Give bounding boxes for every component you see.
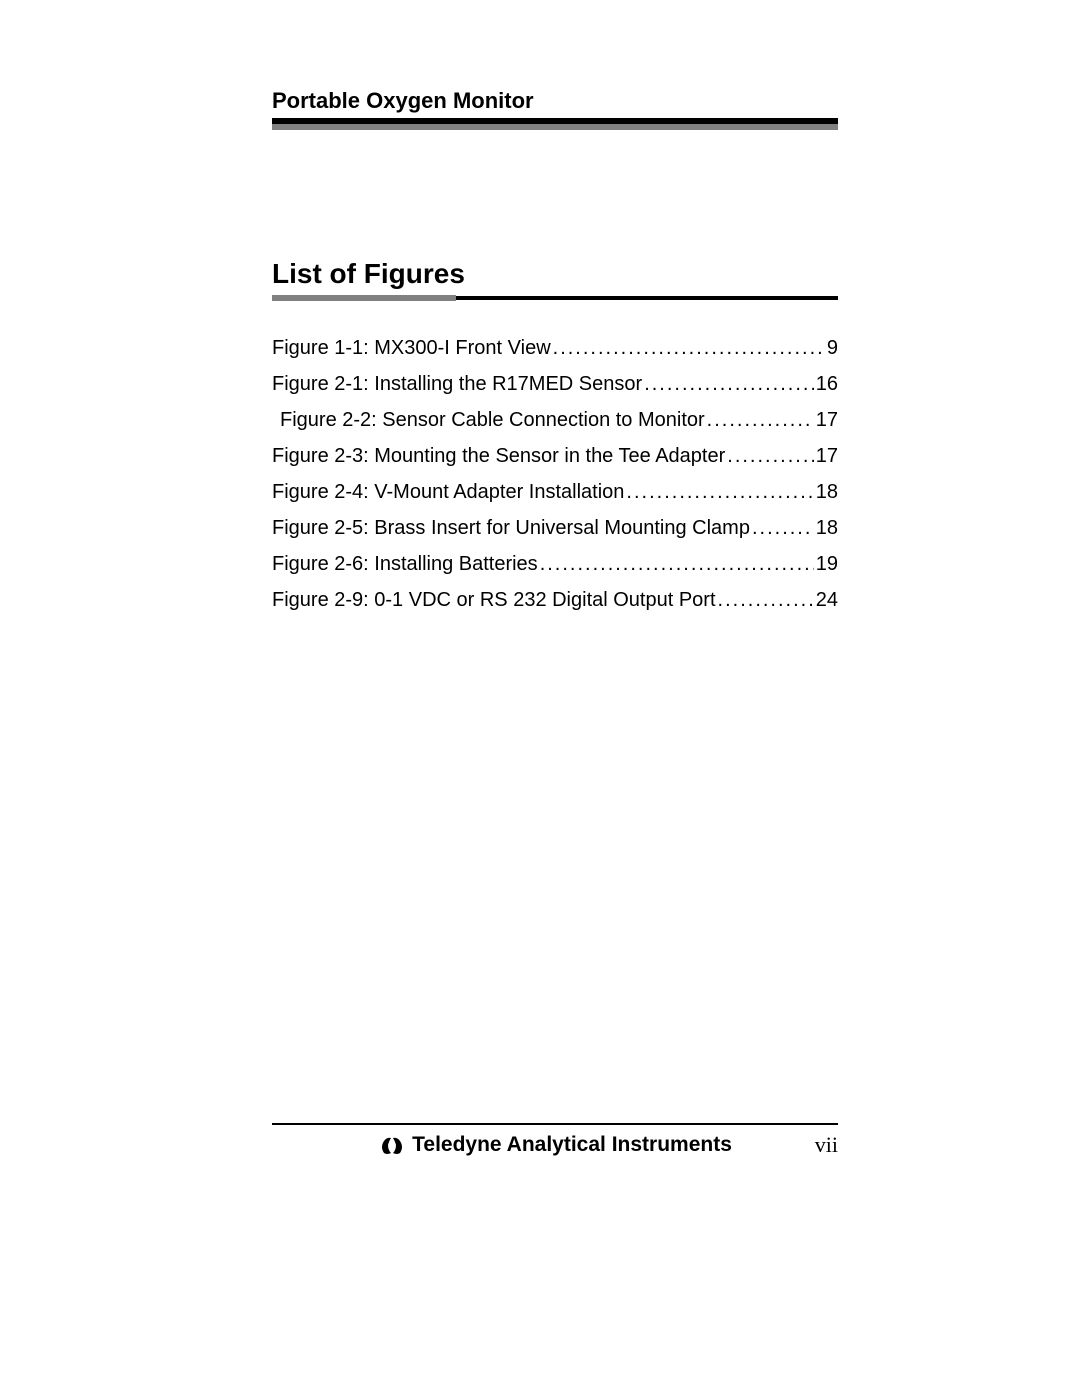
- section-rule-gray: [272, 295, 456, 301]
- teledyne-logo-icon: [378, 1135, 406, 1155]
- section-heading-block: List of Figures: [272, 258, 838, 300]
- footer-company: Teledyne Analytical Instruments: [378, 1133, 732, 1157]
- toc-entry-page: 17: [816, 402, 838, 438]
- document-header-title: Portable Oxygen Monitor: [272, 88, 838, 114]
- toc-leader-dots: ........................................…: [540, 546, 814, 582]
- footer-company-text: Teledyne Analytical Instruments: [412, 1133, 732, 1157]
- toc-entry: Figure 2-6: Installing Batteries .......…: [272, 546, 838, 582]
- toc-entry-label: Figure 2-9: 0-1 VDC or RS 232 Digital Ou…: [272, 582, 716, 618]
- document-header: Portable Oxygen Monitor: [272, 88, 838, 130]
- footer-rule: [272, 1123, 838, 1125]
- toc-leader-dots: ........................................…: [626, 474, 813, 510]
- toc-entry-page: 19: [816, 546, 838, 582]
- footer-spacer-right: vii: [732, 1132, 838, 1158]
- document-footer: Teledyne Analytical Instruments vii: [272, 1132, 838, 1158]
- toc-entry: Figure 2-2: Sensor Cable Connection to M…: [272, 402, 838, 438]
- toc-leader-dots: ........................................…: [644, 366, 814, 402]
- toc-entry-label: Figure 1-1: MX300-I Front View: [272, 330, 551, 366]
- toc-entry-label: Figure 2-6: Installing Batteries: [272, 546, 538, 582]
- header-rule-gray: [272, 124, 838, 130]
- toc-entry-page: 16: [816, 366, 838, 402]
- toc-entry-label: Figure 2-1: Installing the R17MED Sensor: [272, 366, 642, 402]
- toc-entry: Figure 2-5: Brass Insert for Universal M…: [272, 510, 838, 546]
- toc-entry: Figure 2-9: 0-1 VDC or RS 232 Digital Ou…: [272, 582, 838, 618]
- toc-leader-dots: ........................................…: [707, 402, 814, 438]
- toc-entry-page: 24: [816, 582, 838, 618]
- toc-entry: Figure 1-1: MX300-I Front View .........…: [272, 330, 838, 366]
- toc-entry-page: 17: [816, 438, 838, 474]
- toc-entry-label: Figure 2-5: Brass Insert for Universal M…: [272, 510, 750, 546]
- document-page: Portable Oxygen Monitor List of Figures …: [0, 0, 1080, 1397]
- toc-leader-dots: ........................................…: [752, 510, 814, 546]
- toc-entry: Figure 2-1: Installing the R17MED Sensor…: [272, 366, 838, 402]
- toc-entry: Figure 2-3: Mounting the Sensor in the T…: [272, 438, 838, 474]
- section-heading: List of Figures: [272, 258, 838, 290]
- footer-page-number: vii: [815, 1132, 838, 1157]
- toc-leader-dots: ........................................…: [553, 330, 825, 366]
- toc-entry: Figure 2-4: V-Mount Adapter Installation…: [272, 474, 838, 510]
- list-of-figures: Figure 1-1: MX300-I Front View .........…: [272, 330, 838, 618]
- toc-entry-page: 18: [816, 510, 838, 546]
- section-rule: [272, 296, 838, 300]
- toc-leader-dots: ........................................…: [718, 582, 814, 618]
- toc-entry-label: Figure 2-2: Sensor Cable Connection to M…: [280, 402, 705, 438]
- toc-entry-label: Figure 2-3: Mounting the Sensor in the T…: [272, 438, 725, 474]
- toc-leader-dots: ........................................…: [727, 438, 813, 474]
- toc-entry-page: 18: [816, 474, 838, 510]
- toc-entry-page: 9: [827, 330, 838, 366]
- toc-entry-label: Figure 2-4: V-Mount Adapter Installation: [272, 474, 624, 510]
